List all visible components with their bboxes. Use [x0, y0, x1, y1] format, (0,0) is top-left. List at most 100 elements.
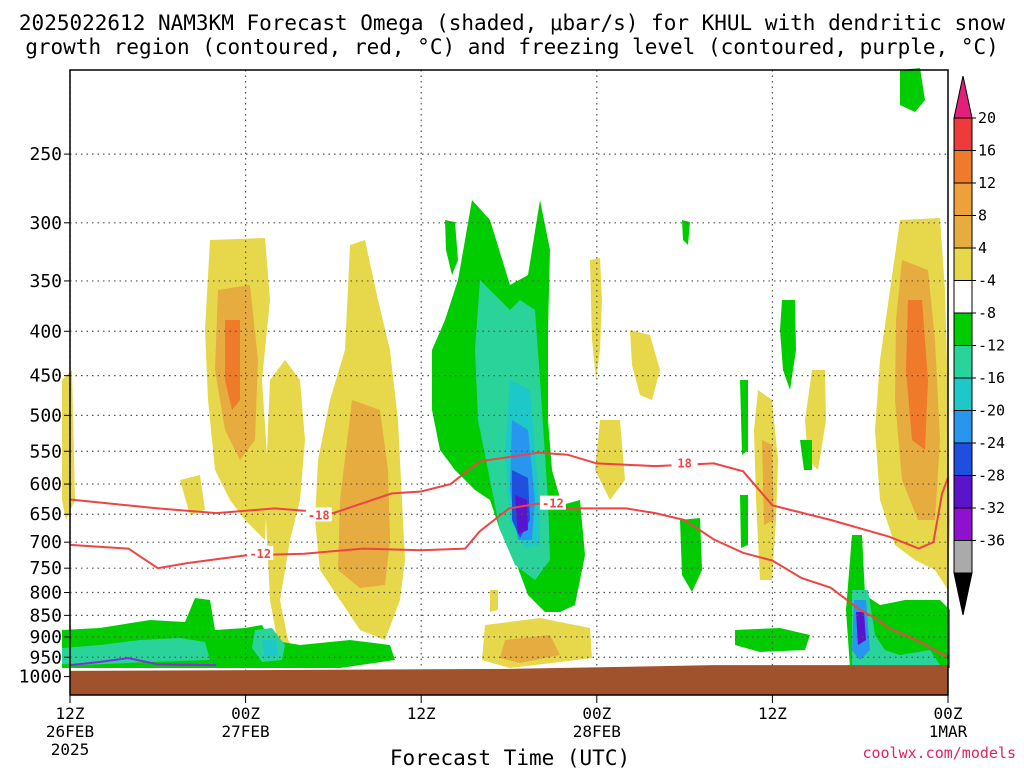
- colorbar-segment: [953, 377, 973, 411]
- omega-region-negative: [740, 380, 748, 455]
- omega-region-positive-strong: [338, 400, 390, 588]
- colorbar-segment: [953, 442, 973, 476]
- colorbar-segment: [953, 345, 973, 379]
- omega-region-negative: [682, 220, 690, 245]
- omega-region-positive-max: [906, 300, 928, 450]
- colorbar-segment: [953, 150, 973, 184]
- y-tick-label: 700: [29, 532, 62, 553]
- x-tick-label: 00Z: [582, 704, 611, 723]
- colorbar-label: -8: [978, 304, 996, 322]
- credit-text: coolwx.com/models: [862, 744, 1016, 762]
- contour-label: -12: [542, 497, 564, 511]
- omega-region-negative: [262, 640, 278, 658]
- omega-region-positive: [265, 360, 305, 655]
- colorbar-segment: [953, 475, 973, 509]
- omega-shaded-regions: [62, 68, 950, 668]
- omega-region-positive: [595, 420, 625, 500]
- y-tick-label: 950: [29, 647, 62, 668]
- colorbar-arrow-bottom: [953, 572, 973, 616]
- colorbar-segment: [953, 247, 973, 281]
- colorbar-label: 20: [978, 109, 996, 127]
- colorbar-label: -4: [978, 272, 996, 290]
- x-tick-label: 1MAR: [929, 722, 968, 741]
- omega-region-negative: [780, 300, 796, 390]
- contour-label-bg: [305, 507, 332, 522]
- y-axis-ticks: 2503003504004505005506006507007508008509…: [19, 144, 70, 688]
- y-tick-label: 750: [29, 558, 62, 579]
- omega-region-negative: [740, 495, 748, 548]
- colorbar-segment: [953, 410, 973, 444]
- colorbar: 20 16 12 8 4 -4 -8 -12 -16 -20 -24 -28 -32 -36: [953, 75, 1005, 616]
- contour-line: [69, 657, 217, 667]
- omega-region-negative: [445, 220, 458, 275]
- colorbar-label: 4: [978, 239, 987, 257]
- y-tick-label: 250: [29, 144, 62, 165]
- plot-frame: [69, 69, 949, 696]
- colorbar-segment: [953, 215, 973, 249]
- contour-label: -18: [308, 508, 330, 522]
- colorbar-label: -16: [978, 369, 1005, 387]
- omega-region-positive-strong: [500, 635, 560, 663]
- y-tick-label: 1000: [19, 667, 62, 688]
- colorbar-segment: [953, 182, 973, 216]
- chart-title-line-2: growth region (contoured, red, °C) and f…: [25, 35, 999, 59]
- contour-label-bg: [247, 545, 274, 560]
- contour-label-bg: [671, 455, 698, 470]
- y-tick-label: 650: [29, 504, 62, 525]
- colorbar-label: -24: [978, 434, 1005, 452]
- x-tick-label: 26FEB: [46, 722, 94, 741]
- colorbar-label: 16: [978, 142, 996, 160]
- x-tick-label: 28FEB: [573, 722, 621, 741]
- x-tick-label: 00Z: [231, 704, 260, 723]
- omega-region-negative: [900, 68, 925, 112]
- y-tick-label: 400: [29, 321, 62, 342]
- chart-title-line-1: 2025022612 NAM3KM Forecast Omega (shaded…: [19, 11, 1006, 35]
- contour-line: [69, 451, 949, 550]
- omega-region-positive: [590, 258, 602, 380]
- x-tick-label: 2025: [51, 740, 90, 759]
- omega-region-positive: [630, 330, 660, 400]
- y-tick-label: 600: [29, 474, 62, 495]
- contour-label-bg: [539, 495, 566, 510]
- x-tick-label: 12Z: [758, 704, 787, 723]
- colorbar-segment: [953, 312, 973, 346]
- colorbar-label: -20: [978, 402, 1005, 420]
- colorbar-segment: [953, 540, 973, 574]
- y-tick-label: 350: [29, 271, 62, 292]
- omega-region-positive-max: [225, 320, 240, 410]
- contour-label: -12: [249, 547, 271, 561]
- colorbar-label: -12: [978, 337, 1005, 355]
- colorbar-label: 12: [978, 174, 996, 192]
- y-tick-label: 500: [29, 405, 62, 426]
- colorbar-arrow-top: [953, 75, 973, 119]
- colorbar-label: -28: [978, 467, 1005, 485]
- omega-region-negative: [680, 518, 702, 592]
- colorbar-label: -36: [978, 532, 1005, 550]
- x-axis-title: Forecast Time (UTC): [390, 746, 630, 768]
- colorbar-segment: [953, 117, 973, 151]
- y-tick-label: 850: [29, 605, 62, 626]
- omega-region-positive: [62, 370, 75, 520]
- y-tick-label: 800: [29, 583, 62, 604]
- contour-label: 18: [677, 456, 691, 470]
- omega-region-positive: [490, 590, 498, 612]
- x-tick-label: 27FEB: [222, 722, 270, 741]
- omega-region-negative: [800, 440, 812, 470]
- y-tick-label: 450: [29, 366, 62, 387]
- omega-region-negative: [62, 638, 210, 665]
- y-tick-label: 300: [29, 213, 62, 234]
- colorbar-segment: [953, 507, 973, 541]
- omega-region-negative: [735, 628, 810, 652]
- omega-region-positive: [180, 475, 205, 515]
- colorbar-segment: [953, 280, 973, 314]
- x-tick-label: 12Z: [407, 704, 436, 723]
- terrain-fill: [70, 665, 948, 695]
- colorbar-label: 8: [978, 207, 987, 225]
- contour-labels: -18 -12 -12 18: [247, 455, 698, 561]
- colorbar-label: -32: [978, 499, 1005, 517]
- x-tick-label: 12Z: [56, 704, 85, 723]
- y-tick-label: 900: [29, 627, 62, 648]
- terrain: [70, 665, 948, 695]
